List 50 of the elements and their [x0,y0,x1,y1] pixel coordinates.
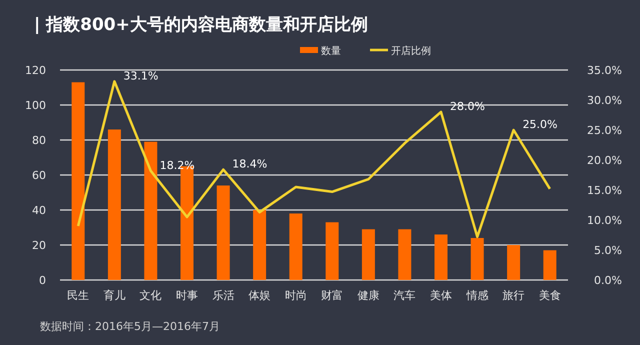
y2-tick-label: 15.0% [587,184,622,197]
x-tick-label: 文化 [140,289,162,302]
y-tick-label: 20 [32,239,46,252]
y-tick-label: 120 [25,64,46,77]
y2-tick-label: 30.0% [587,94,622,107]
x-tick-label: 育儿 [103,289,126,302]
bar [144,142,158,280]
x-tick-label: 汽车 [394,289,416,302]
y-tick-label: 40 [32,204,46,217]
x-tick-label: 美体 [430,289,452,302]
bar [543,250,556,280]
y-tick-label: 100 [25,99,46,112]
legend-label: 开店比例 [391,45,431,57]
bar [326,222,339,280]
x-tick-label: 财富 [321,289,344,302]
bar [216,186,230,280]
y2-tick-label: 5.0% [594,244,622,257]
data-label: 18.4% [232,158,268,171]
data-label: 33.1% [123,69,158,82]
bar [289,214,302,280]
bar [253,210,266,280]
y-tick-label: 0 [39,274,46,287]
y-tick-label: 80 [32,134,46,147]
x-tick-label: 民生 [67,289,90,302]
x-tick-label: 时事 [176,289,198,302]
x-tick-label: 情感 [465,289,488,302]
x-tick-label: 美食 [538,289,561,302]
bar [108,130,121,280]
y2-tick-label: 35.0% [587,64,622,77]
y2-tick-label: 20.0% [587,154,622,167]
bar [72,82,85,280]
y2-tick-label: 25.0% [587,124,622,137]
x-tick-label: 旅行 [502,289,525,302]
y2-tick-label: 0.0% [594,274,622,287]
x-tick-label: 体娱 [248,289,271,302]
bar [362,229,375,280]
bar [398,229,412,280]
y2-tick-label: 10.0% [587,214,622,227]
x-tick-label: 健康 [357,289,380,302]
bar [507,245,520,280]
legend-label: 数量 [321,46,341,57]
y-tick-label: 60 [32,169,46,182]
text: 数据时间：2016年5月—2016年7月 [40,320,220,333]
data-label: 25.0% [522,118,558,131]
bar [434,234,448,280]
x-tick-label: 时尚 [284,289,307,302]
x-tick-label: 乐活 [212,289,234,302]
bar [470,238,484,280]
chart-title: | 指数800+大号的内容电商数量和开店比例 [34,15,368,35]
data-label: 18.2% [160,158,195,172]
